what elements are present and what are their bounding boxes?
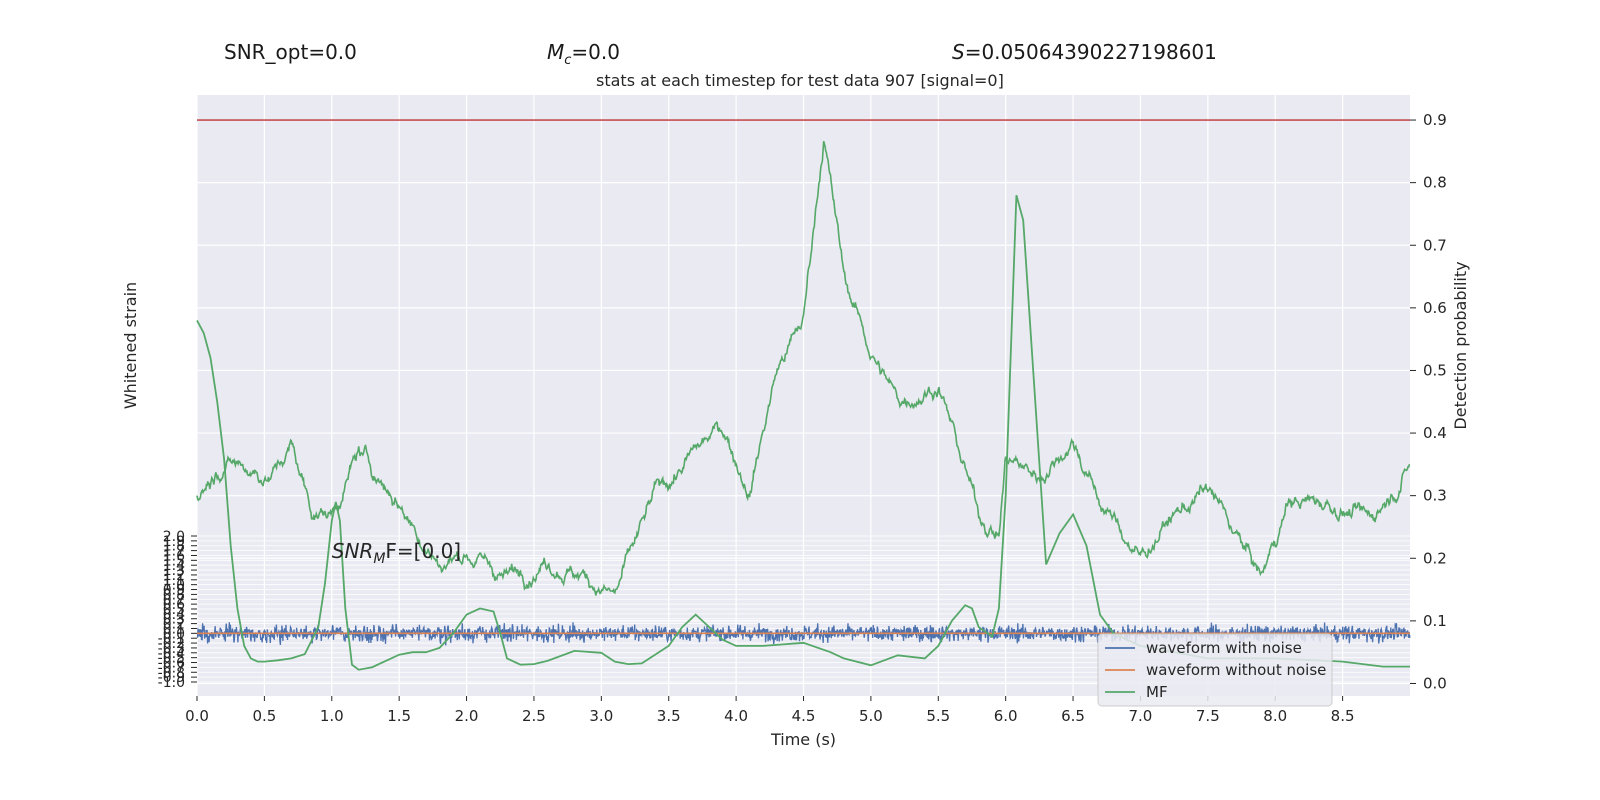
left-tick-label: 1.4: [163, 558, 185, 574]
x-tick-label: 2.5: [522, 707, 546, 725]
left-tick-label: -1.0: [158, 675, 185, 691]
left-tick-label: 0.3: [163, 612, 185, 628]
legend: waveform with noise waveform without nois…: [1097, 633, 1333, 707]
left-tick-label: 0.4: [163, 607, 185, 623]
x-tick-label: 6.5: [1061, 707, 1085, 725]
left-tick-label: 1.7: [163, 544, 185, 560]
x-tick-label: 5.0: [859, 707, 883, 725]
left-tick-label: 0.9: [163, 583, 185, 599]
x-tick-label: 0.5: [252, 707, 276, 725]
left-tick-label: 0.5: [163, 602, 185, 618]
right-tick-label: 0.4: [1423, 424, 1447, 442]
left-tick-label: 0.0: [163, 626, 185, 642]
left-tick-label: 0.7: [163, 592, 185, 608]
right-tick-label: 0.0: [1423, 674, 1447, 692]
left-tick-label: 1.9: [163, 534, 185, 550]
statistic-label: S=0.05064390227198601: [952, 40, 1217, 64]
left-tick-label: 0.2: [163, 617, 185, 633]
left-tick-label: 1.3: [163, 563, 185, 579]
snr-mf-annotation: SNRMF=[0.0]: [332, 539, 461, 567]
legend-label: MF: [1146, 683, 1168, 701]
snr-mf-annotation-tail: F=[0.0]: [385, 539, 461, 563]
noise-series-layer: [196, 622, 1411, 646]
mf-series-line: [196, 194, 1410, 671]
snr-opt-label: SNR_opt=0.0: [224, 40, 357, 64]
mf-series-layer: [196, 194, 1410, 671]
legend-label: waveform with noise: [1146, 639, 1302, 657]
x-tick-label: 3.5: [657, 707, 681, 725]
x-axis-label: Time (s): [770, 730, 836, 749]
left-tick-label: -0.6: [158, 656, 185, 672]
chirp-mass-subscript: c: [564, 53, 572, 68]
right-tick-label: 0.5: [1423, 361, 1447, 379]
left-tick-label: -0.3: [158, 641, 185, 657]
legend-label: waveform without noise: [1146, 661, 1326, 679]
x-tick-label: 3.0: [589, 707, 613, 725]
chart-title: stats at each timestep for test data 907…: [596, 71, 1004, 90]
left-tick-label: 1.5: [163, 553, 185, 569]
x-tick-label: 8.0: [1263, 707, 1287, 725]
right-tick-label: 0.2: [1423, 549, 1447, 567]
left-tick-label: -0.8: [158, 665, 185, 681]
left-tick-label: -0.2: [158, 636, 185, 652]
right-tick-label: 0.6: [1423, 299, 1447, 317]
x-tick-label: 1.5: [387, 707, 411, 725]
statistic-value: =0.05064390227198601: [964, 40, 1217, 64]
statistic-symbol: S: [952, 40, 965, 64]
left-tick-label: 0.8: [163, 587, 185, 603]
x-tick-label: 7.5: [1196, 707, 1220, 725]
right-tick-label: 0.7: [1423, 236, 1447, 254]
x-tick-label: 4.5: [792, 707, 816, 725]
left-tick-label: -0.9: [158, 670, 185, 686]
left-tick-label: -0.4: [158, 646, 185, 662]
left-tick-label: 1.2: [163, 568, 185, 584]
x-tick-label: 5.5: [926, 707, 950, 725]
x-tick-label: 0.0: [185, 707, 209, 725]
x-axis-ticks: 0.0 0.5 1.0 1.5 2.0 2.5 3.0 3.5 4.0 4.5 5.0 5.5 6.0 6…: [185, 696, 1355, 725]
left-tick-label: -0.1: [158, 631, 185, 647]
snr-mf-annotation-base: SNR: [332, 539, 374, 563]
x-tick-label: 4.0: [724, 707, 748, 725]
left-tick-label: 1.8: [163, 539, 185, 555]
left-tick-label: 1.1: [163, 573, 185, 589]
right-tick-label: 0.8: [1423, 174, 1447, 192]
legend-box: [1097, 633, 1333, 707]
left-tick-label: 0.1: [163, 621, 185, 637]
right-axis-label: Detection probability: [1451, 261, 1470, 429]
left-tick-label: 2.0: [163, 529, 185, 545]
x-tick-label: 8.5: [1331, 707, 1355, 725]
right-tick-label: 0.3: [1423, 487, 1447, 505]
chirp-mass-label: Mc=0.0: [547, 40, 620, 68]
chirp-mass-symbol: M: [547, 40, 565, 64]
chirp-mass-value: =0.0: [571, 40, 620, 64]
right-axis-ticks: 0.0 0.1 0.2 0.3 0.4 0.5 0.6 0.7 0.8 0.9: [1410, 111, 1447, 692]
left-axis-label: Whitened strain: [121, 282, 140, 409]
x-tick-label: 2.0: [455, 707, 479, 725]
x-tick-label: 1.0: [320, 707, 344, 725]
x-tick-label: 7.0: [1129, 707, 1153, 725]
left-tick-label: 1.0: [163, 578, 185, 594]
probability-series-layer: [196, 141, 1411, 596]
left-tick-label: -0.7: [158, 660, 185, 676]
x-tick-label: 6.0: [994, 707, 1018, 725]
left-tick-label: 0.6: [163, 597, 185, 613]
right-tick-label: 0.1: [1423, 612, 1447, 630]
snr-mf-annotation-sub: M: [373, 551, 385, 567]
left-tick-label: -0.5: [158, 651, 185, 667]
right-tick-label: 0.9: [1423, 111, 1447, 129]
left-axis-ticks: -1.0-0.9-0.8-0.7-0.6-0.5-0.4-0.3-0.2-0.1…: [158, 529, 197, 691]
noise-series-line: [196, 622, 1411, 646]
probability-series-line: [196, 141, 1411, 596]
left-tick-label: 1.6: [163, 548, 185, 564]
